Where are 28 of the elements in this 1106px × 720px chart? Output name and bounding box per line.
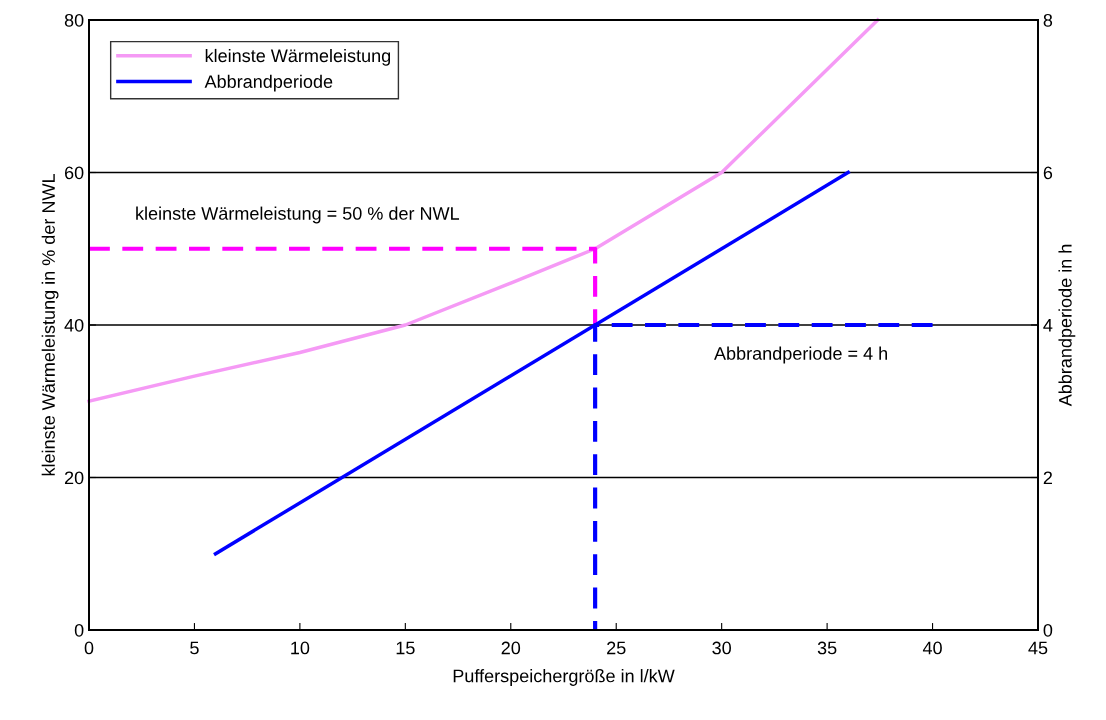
x-tick-label: 40 (922, 641, 942, 655)
y-tick-label: 40 (64, 318, 84, 332)
legend-label: kleinste Wärmeleistung (205, 48, 391, 66)
x-tick-label: 5 (190, 641, 199, 655)
x-axis-title: Pufferspeichergröße in l/kW (453, 669, 675, 686)
y-tick-label: 20 (64, 471, 84, 485)
line-series (87, 18, 880, 403)
x-tick-label: 15 (396, 641, 415, 655)
y2-tick-label: 8 (1043, 13, 1053, 27)
y2-tick-label: 6 (1043, 166, 1053, 180)
y2-axis-title: Abbrandperiode in h (1058, 244, 1076, 407)
y2-tick-label: 2 (1043, 471, 1052, 485)
x-tick-label: 30 (712, 641, 731, 655)
annotation: Abbrandperiode = 4 h (714, 346, 887, 364)
y-tick-label: 60 (64, 166, 84, 180)
x-tick-label: 0 (84, 641, 94, 655)
x-tick-label: 20 (501, 641, 521, 655)
annotation: kleinste Wärmeleistung = 50 % der NWL (136, 206, 460, 224)
x-tick-label: 10 (291, 641, 310, 655)
legend-label: Abbrandperiode (204, 74, 333, 92)
x-tick-label: 45 (1028, 641, 1048, 655)
y2-tick-label: 0 (1043, 623, 1053, 637)
x-tick-label: 35 (817, 641, 837, 655)
x-tick-label: 25 (607, 641, 626, 655)
y2-tick-label: 4 (1043, 319, 1053, 332)
y-tick-label: 80 (64, 13, 84, 27)
y-axis-title: kleinste Wärmeleistung in % der NWL (41, 174, 59, 476)
y-tick-label: 0 (74, 623, 84, 637)
